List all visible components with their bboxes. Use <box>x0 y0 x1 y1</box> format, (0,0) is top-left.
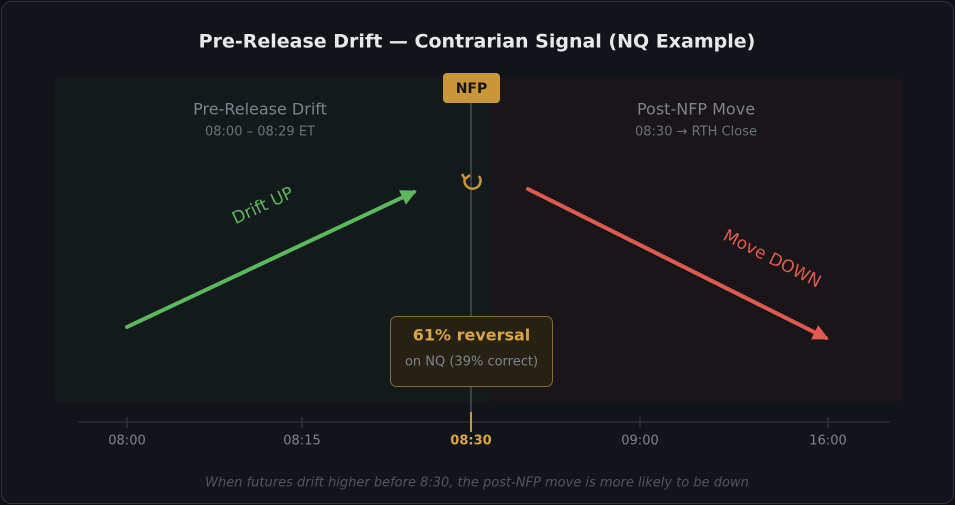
nfp-label: NFP <box>456 81 488 97</box>
move-arrow <box>526 187 829 340</box>
callout-headline: 61% reversal <box>413 326 531 345</box>
callout <box>390 316 553 387</box>
reversal-icon <box>463 175 482 190</box>
tick-label: 16:00 <box>809 434 846 449</box>
footnote: When futures drift higher before 8:30, t… <box>205 476 749 491</box>
left-title: Pre-Release Drift <box>193 100 327 119</box>
reversal-icon-head <box>460 173 471 181</box>
tick-label: 08:15 <box>283 434 320 449</box>
tick-label: 08:30 <box>450 434 491 449</box>
tick-label: 08:00 <box>108 434 145 449</box>
drift-arrow <box>125 190 417 329</box>
right-panel <box>490 78 902 402</box>
left-subtitle: 08:00 – 08:29 ET <box>205 125 315 140</box>
nfp-badge <box>443 73 500 103</box>
tick-label: 09:00 <box>621 434 658 449</box>
right-title: Post-NFP Move <box>637 100 755 119</box>
left-panel <box>54 78 490 402</box>
title: Pre-Release Drift — Contrarian Signal (N… <box>199 31 756 53</box>
right-subtitle: 08:30 → RTH Close <box>635 125 757 140</box>
callout-detail: on NQ (39% correct) <box>405 355 538 370</box>
